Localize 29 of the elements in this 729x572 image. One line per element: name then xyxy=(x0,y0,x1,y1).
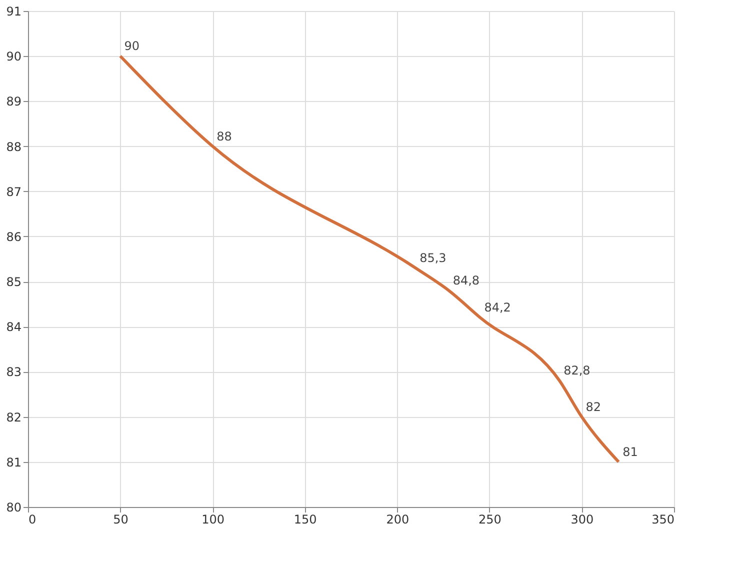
y-tick-label: 91 xyxy=(6,4,22,18)
x-tick-label: 0 xyxy=(28,512,36,526)
y-tick-label: 81 xyxy=(6,455,22,470)
y-tick-label: 83 xyxy=(6,365,22,380)
x-tick-label: 300 xyxy=(570,512,594,526)
data-label: 90 xyxy=(124,39,140,54)
data-label: 85,3 xyxy=(420,251,446,266)
data-label: 88 xyxy=(216,129,232,144)
x-tick-label: 350 xyxy=(652,512,674,526)
x-tick-label: 50 xyxy=(113,512,128,526)
y-tick-label: 88 xyxy=(6,140,22,154)
line-series xyxy=(118,54,620,464)
y-tick-label: 87 xyxy=(6,184,22,199)
data-label: 81 xyxy=(622,444,638,459)
y-tick-label: 90 xyxy=(6,50,22,64)
y-tick-label: 84 xyxy=(6,320,22,334)
y-tick-label: 80 xyxy=(6,500,22,514)
x-tick-label: 100 xyxy=(202,512,225,526)
data-label: 82,8 xyxy=(564,364,590,378)
data-label: 84,2 xyxy=(484,300,511,315)
data-label: 84,8 xyxy=(452,274,480,288)
x-tick-label: 150 xyxy=(294,512,317,526)
y-tick-label: 89 xyxy=(6,94,22,109)
x-tick-label: 200 xyxy=(386,512,410,526)
data-label: 82 xyxy=(586,400,601,414)
x-tick-label: 250 xyxy=(478,512,502,526)
y-tick-label: 82 xyxy=(6,410,22,424)
y-tick-label: 85 xyxy=(6,275,22,290)
y-tick-label: 86 xyxy=(6,230,22,244)
